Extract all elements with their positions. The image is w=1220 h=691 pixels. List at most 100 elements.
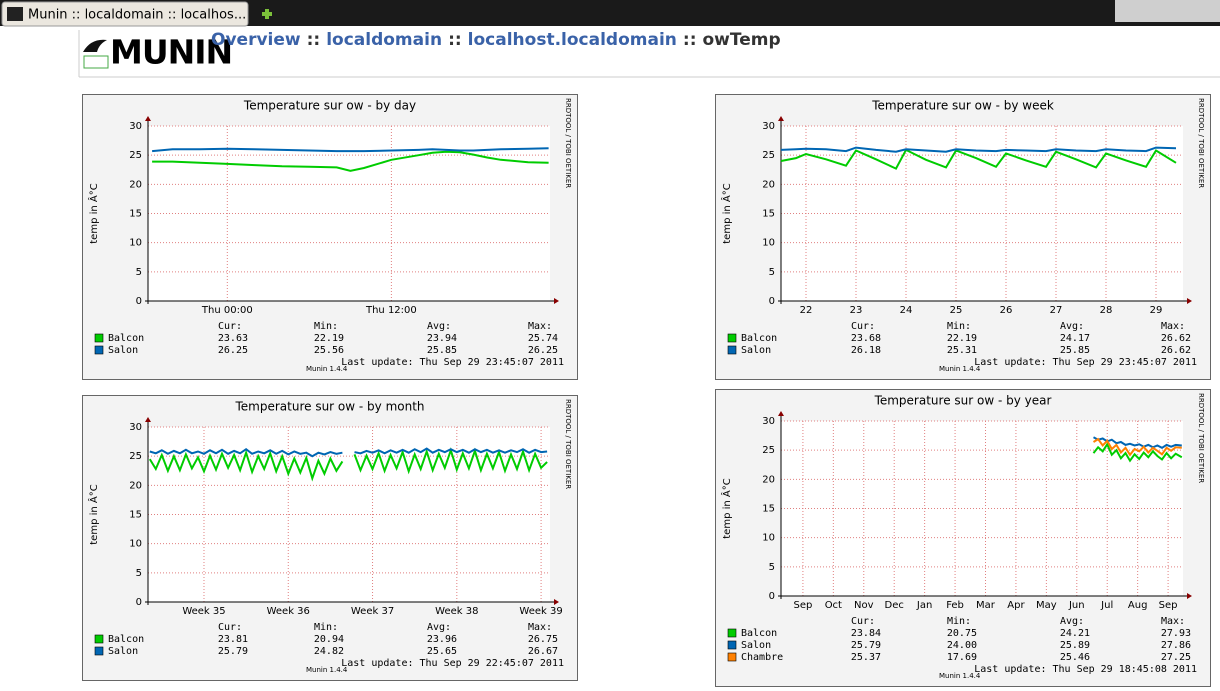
series-line <box>152 150 549 172</box>
x-tick-label: 28 <box>1100 305 1113 316</box>
y-axis-label: temp in Â°C <box>720 183 733 243</box>
x-tick-label: Week 37 <box>351 606 394 617</box>
breadcrumb-link[interactable]: localdomain <box>326 30 442 50</box>
x-tick-label: Thu 12:00 <box>365 305 417 316</box>
x-tick-label: Apr <box>1007 600 1025 611</box>
x-tick-label: Feb <box>946 600 964 611</box>
x-tick-label: 23 <box>850 305 863 316</box>
legend-header: Cur: <box>851 321 875 332</box>
legend-stat: 23.94 <box>427 333 457 344</box>
legend-stat: 24.82 <box>314 646 344 657</box>
y-tick-label: 0 <box>136 597 142 608</box>
y-tick-label: 15 <box>129 510 142 521</box>
x-tick-label: Aug <box>1128 600 1148 611</box>
legend-swatch <box>94 634 104 644</box>
axis-arrow <box>778 116 784 121</box>
axis-arrow <box>554 599 559 605</box>
legend-name: Chambre <box>741 652 783 663</box>
x-tick-label: Week 35 <box>182 606 225 617</box>
y-tick-label: 5 <box>769 562 775 573</box>
x-tick-label: Week 38 <box>435 606 478 617</box>
y-tick-label: 0 <box>769 591 775 602</box>
y-tick-label: 25 <box>129 451 142 462</box>
legend-name: Salon <box>108 646 138 657</box>
y-tick-label: 25 <box>762 445 775 456</box>
y-tick-label: 15 <box>762 209 775 220</box>
legend-name: Salon <box>108 345 138 356</box>
y-tick-label: 25 <box>762 150 775 161</box>
legend-header: Max: <box>528 321 552 332</box>
graph-footer: Munin 1.4.4 <box>306 666 348 674</box>
legend-swatch <box>727 345 737 355</box>
legend-stat: 26.75 <box>528 634 558 645</box>
logo-badge <box>83 55 109 69</box>
x-tick-label: Jun <box>1068 600 1085 611</box>
axis-arrow <box>1187 593 1192 599</box>
legend-stat: 25.85 <box>1060 345 1090 356</box>
last-update: Last update: Thu Sep 29 18:45:08 2011 <box>974 664 1197 675</box>
breadcrumb-separator: :: <box>307 30 321 50</box>
legend-header: Cur: <box>218 321 242 332</box>
y-tick-label: 10 <box>762 533 775 544</box>
x-tick-label: Mar <box>976 600 996 611</box>
legend-stat: 26.62 <box>1161 333 1191 344</box>
legend-stat: 27.25 <box>1161 652 1191 663</box>
browser-tab[interactable] <box>1 1 249 27</box>
legend-stat: 23.68 <box>851 333 881 344</box>
legend-header: Min: <box>947 616 971 627</box>
x-tick-label: Jul <box>1100 600 1113 611</box>
breadcrumb-separator: :: <box>448 30 462 50</box>
graph-title: Temperature sur ow - by year <box>874 394 1052 408</box>
axis-arrow <box>778 411 784 416</box>
legend-header: Avg: <box>1060 321 1084 332</box>
y-tick-label: 30 <box>762 121 775 132</box>
y-axis-label: temp in Â°C <box>87 484 100 544</box>
series-line <box>1092 437 1182 457</box>
legend-name: Balcon <box>108 333 144 344</box>
tab-title[interactable]: Munin :: localdomain :: localhos... <box>28 8 246 23</box>
side-text: RRDTOOL / TOBI OETIKER <box>1197 393 1205 483</box>
x-tick-label: Week 39 <box>519 606 562 617</box>
legend-name: Salon <box>741 640 771 651</box>
series-line <box>149 447 548 458</box>
legend-stat: 27.86 <box>1161 640 1191 651</box>
y-tick-label: 20 <box>762 179 775 190</box>
legend-header: Min: <box>947 321 971 332</box>
breadcrumb-current: owTemp <box>703 30 781 50</box>
graph-title: Temperature sur ow - by day <box>243 99 416 113</box>
x-tick-label: Sep <box>793 600 812 611</box>
y-tick-label: 15 <box>129 209 142 220</box>
x-tick-label: Week 36 <box>267 606 310 617</box>
tab-icon <box>7 7 23 21</box>
breadcrumb-link[interactable]: localhost.localdomain <box>468 30 677 50</box>
x-tick-label: 29 <box>1150 305 1163 316</box>
legend-stat: 26.18 <box>851 345 881 356</box>
last-update: Last update: Thu Sep 29 22:45:07 2011 <box>341 658 564 669</box>
graph-title: Temperature sur ow - by month <box>234 400 424 414</box>
legend-header: Max: <box>528 622 552 633</box>
legend-swatch <box>727 640 737 650</box>
axis-arrow <box>145 417 151 422</box>
y-tick-label: 25 <box>129 150 142 161</box>
browser-decoration <box>1115 0 1220 22</box>
breadcrumb-link[interactable]: Overview <box>211 30 301 50</box>
series-line <box>780 146 1177 153</box>
x-tick-label: 24 <box>900 305 913 316</box>
legend-stat: 25.46 <box>1060 652 1090 663</box>
legend-stat: 20.75 <box>947 628 977 639</box>
axis-arrow <box>145 116 151 121</box>
legend-stat: 17.69 <box>947 652 977 663</box>
breadcrumb-separator: :: <box>683 30 697 50</box>
y-tick-label: 20 <box>129 480 142 491</box>
new-tab-button[interactable] <box>262 9 272 19</box>
y-tick-label: 20 <box>129 179 142 190</box>
legend-swatch <box>727 652 737 662</box>
legend-header: Avg: <box>1060 616 1084 627</box>
x-tick-label: 25 <box>950 305 963 316</box>
legend-stat: 25.74 <box>528 333 558 344</box>
x-tick-label: Nov <box>854 600 874 611</box>
legend-stat: 25.56 <box>314 345 344 356</box>
legend-swatch <box>727 333 737 343</box>
legend-swatch <box>727 628 737 638</box>
legend-stat: 26.25 <box>218 345 248 356</box>
